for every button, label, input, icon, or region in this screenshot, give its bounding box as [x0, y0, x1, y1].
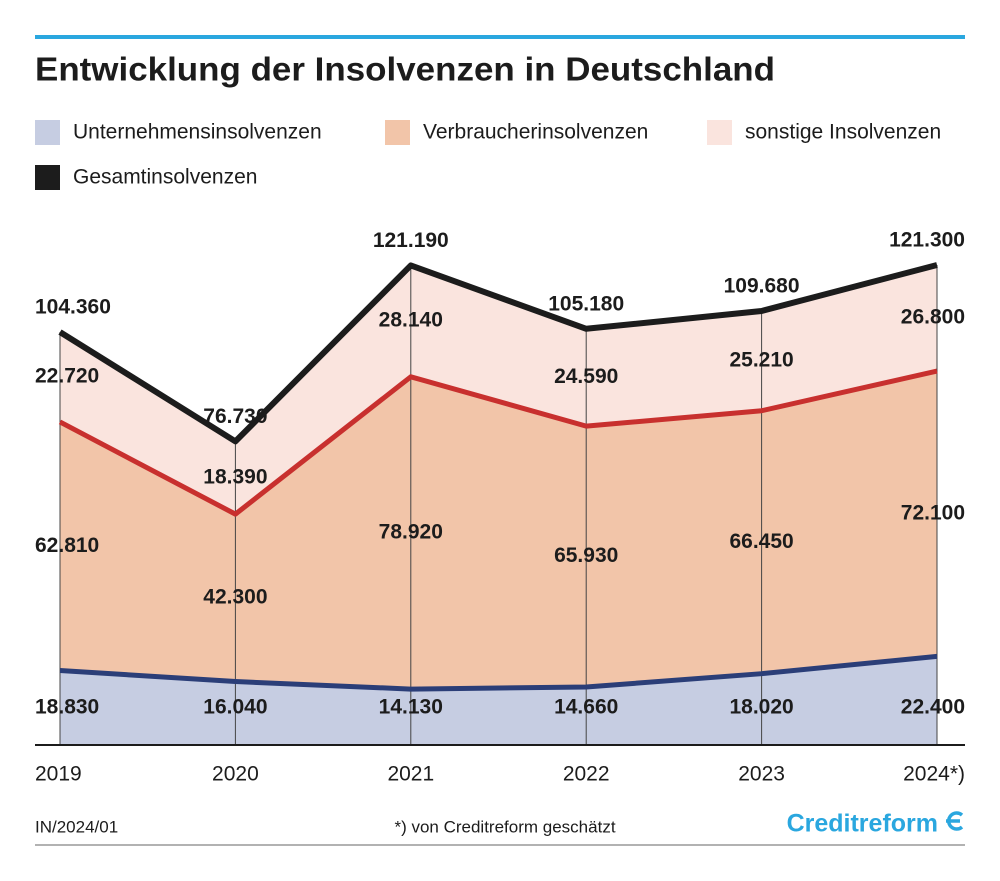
brand-icon: [946, 811, 964, 831]
value-label: 105.180: [548, 292, 624, 315]
x-tick-label: 2023: [738, 763, 785, 786]
value-label: 121.190: [373, 229, 449, 252]
chart-title: Entwicklung der Insolvenzen in Deutschla…: [35, 51, 775, 88]
value-label: 28.140: [379, 309, 443, 332]
value-label: 14.130: [379, 696, 443, 719]
value-label: 22.720: [35, 365, 99, 388]
legend-swatch: [35, 165, 60, 190]
legend-swatch: [35, 120, 60, 145]
legend-label: Unternehmensinsolvenzen: [73, 121, 322, 144]
legend-label: Gesamtinsolvenzen: [73, 166, 257, 189]
top-rule: [35, 35, 965, 39]
value-label: 65.930: [554, 544, 618, 567]
legend-label: Verbraucherinsolvenzen: [423, 121, 648, 144]
value-label: 76.730: [203, 405, 267, 428]
footnote: *) von Creditreform geschätzt: [394, 817, 615, 836]
value-label: 18.830: [35, 696, 99, 719]
value-label: 18.390: [203, 465, 267, 488]
value-label: 66.450: [729, 530, 793, 553]
x-tick-label: 2021: [387, 763, 434, 786]
x-tick-label: 2020: [212, 763, 259, 786]
legend-label: sonstige Insolvenzen: [745, 121, 941, 144]
value-label: 42.300: [203, 585, 267, 608]
value-label: 14.660: [554, 696, 618, 719]
value-label: 62.810: [35, 534, 99, 557]
line: [59, 653, 938, 692]
value-label: 109.680: [724, 275, 800, 298]
legend-swatch: [385, 120, 410, 145]
x-tick-label: 2024*): [903, 763, 965, 786]
value-label: 72.100: [901, 501, 965, 524]
value-label: 22.400: [901, 696, 965, 719]
value-label: 16.040: [203, 696, 267, 719]
x-tick-label: 2022: [563, 763, 610, 786]
area: [60, 371, 937, 690]
value-label: 104.360: [35, 296, 111, 319]
legend-swatch: [707, 120, 732, 145]
brand: Creditreform: [787, 810, 938, 838]
value-label: 26.800: [901, 306, 965, 329]
value-label: 18.020: [729, 696, 793, 719]
value-label: 121.300: [889, 229, 965, 252]
value-label: 25.210: [729, 348, 793, 371]
area: [60, 265, 937, 515]
line: [58, 262, 938, 445]
line: [58, 368, 938, 517]
value-label: 24.590: [554, 365, 618, 388]
x-tick-label: 2019: [35, 763, 82, 786]
footer-left: IN/2024/01: [35, 817, 118, 836]
value-label: 78.920: [379, 520, 443, 543]
